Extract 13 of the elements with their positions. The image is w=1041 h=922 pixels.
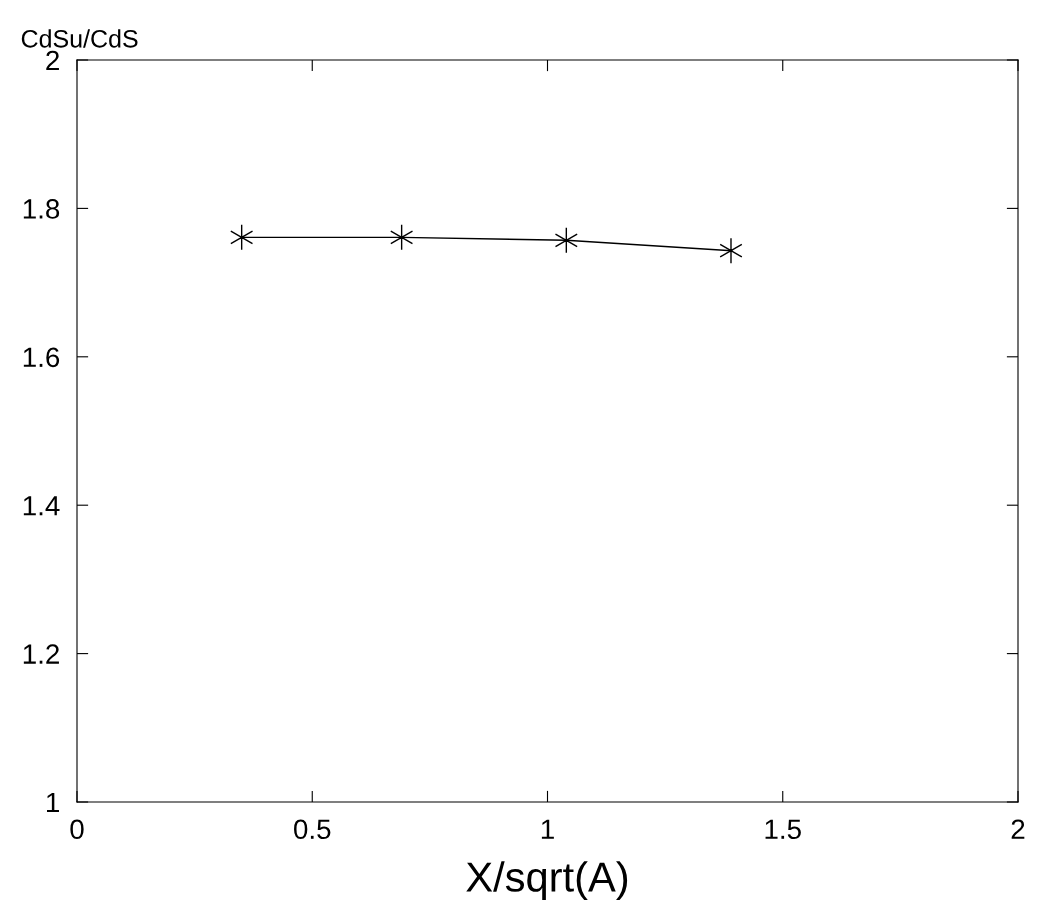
y-axis-title: CdSu/CdS xyxy=(21,29,138,48)
x-axis-title: X/sqrt(A) xyxy=(466,861,628,901)
x-tick-label: 1 xyxy=(541,819,554,839)
y-tick-label: 1.4 xyxy=(23,496,60,516)
y-tick-label: 1.2 xyxy=(23,644,59,664)
y-tick-label: 1.6 xyxy=(23,347,60,368)
x-tick-label: 2 xyxy=(1011,819,1025,839)
x-tick-label: 0 xyxy=(70,819,84,840)
y-tick-label: 1.8 xyxy=(23,199,60,219)
y-tick-label: 2 xyxy=(46,50,59,71)
x-tick-label: 0.5 xyxy=(294,819,331,840)
x-tick-label: 1.5 xyxy=(765,819,801,840)
y-tick-label: 1 xyxy=(47,792,59,813)
